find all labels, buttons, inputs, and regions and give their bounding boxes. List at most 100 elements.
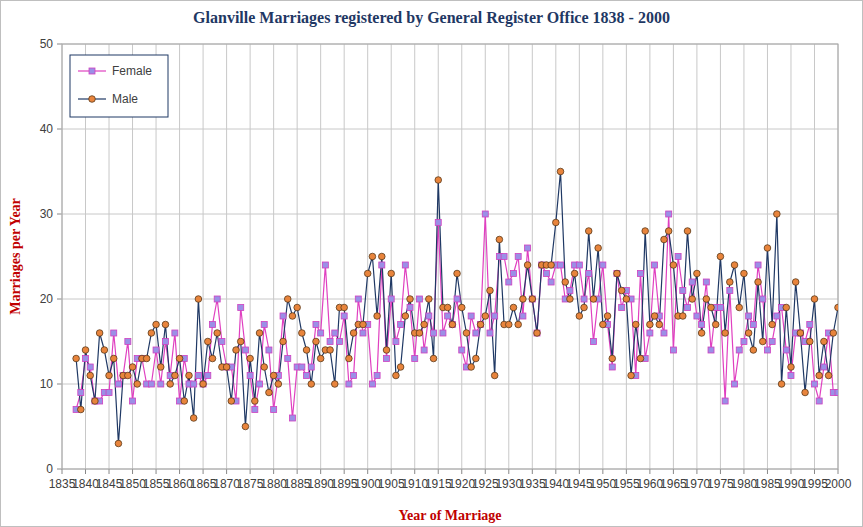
series-marker <box>308 381 315 388</box>
x-tick <box>485 469 486 474</box>
series-marker <box>491 372 498 379</box>
series-marker <box>750 322 756 328</box>
series-marker <box>562 279 569 286</box>
series-marker <box>360 330 366 336</box>
series-marker <box>454 270 461 277</box>
series-marker <box>510 304 517 311</box>
series-marker <box>252 407 258 413</box>
x-grid-line <box>555 44 556 469</box>
series-marker <box>600 262 606 268</box>
x-tick <box>203 469 204 474</box>
series-marker <box>769 321 776 328</box>
series-marker <box>755 279 762 286</box>
series-marker <box>468 364 475 371</box>
series-marker <box>172 372 179 379</box>
series-marker <box>346 355 353 362</box>
series-marker <box>689 279 695 285</box>
series-marker <box>421 347 427 353</box>
series-marker <box>703 296 710 303</box>
series-marker <box>825 372 832 379</box>
y-tick-label: 0 <box>46 462 53 476</box>
x-tick <box>626 469 627 474</box>
plot-frame <box>62 44 838 469</box>
series-marker <box>397 364 404 371</box>
x-tick <box>602 469 603 474</box>
x-tick <box>673 469 674 474</box>
series-marker <box>774 313 780 319</box>
x-grid-line <box>414 44 415 469</box>
x-grid-line <box>485 44 486 469</box>
series-marker <box>148 330 155 337</box>
series-marker <box>106 390 112 396</box>
x-grid-line <box>814 44 815 469</box>
x-grid-line <box>696 44 697 469</box>
x-tick <box>85 469 86 474</box>
series-marker <box>256 330 263 337</box>
series-marker <box>412 356 418 362</box>
series-marker <box>661 330 667 336</box>
series-marker <box>684 228 691 235</box>
series-marker <box>783 347 789 353</box>
series-marker <box>581 296 587 302</box>
x-tick <box>62 469 63 474</box>
series-marker <box>788 364 795 371</box>
series-marker <box>759 338 766 345</box>
series-marker <box>478 322 484 328</box>
series-marker <box>327 339 333 345</box>
series-marker <box>736 347 742 353</box>
series-marker <box>712 321 719 328</box>
series-marker <box>191 381 197 387</box>
series-marker <box>637 271 643 277</box>
series-marker <box>280 313 286 319</box>
series-marker <box>581 304 588 311</box>
series-marker <box>327 347 334 354</box>
series-marker <box>153 321 160 328</box>
legend-label: Female <box>112 64 152 78</box>
series-marker <box>308 364 314 370</box>
series-marker <box>458 304 465 311</box>
series-marker <box>666 211 672 217</box>
series-marker <box>87 364 93 370</box>
series-marker <box>755 262 761 268</box>
y-tick <box>57 384 62 385</box>
x-tick <box>391 469 392 474</box>
series-marker <box>722 330 729 337</box>
x-tick <box>743 469 744 474</box>
series-marker <box>407 305 413 311</box>
series-marker <box>398 322 404 328</box>
series-marker <box>299 330 306 337</box>
series-marker <box>468 313 474 319</box>
series-marker <box>355 296 361 302</box>
series-marker <box>336 339 342 345</box>
series-marker <box>806 338 813 345</box>
series-marker <box>431 330 437 336</box>
series-marker <box>299 364 305 370</box>
x-tick <box>344 469 345 474</box>
series-marker <box>200 381 206 387</box>
series-marker <box>816 398 822 404</box>
series-marker <box>266 389 273 396</box>
series-marker <box>543 271 549 277</box>
series-marker <box>130 398 136 404</box>
series-marker <box>797 330 804 337</box>
series-marker <box>426 313 432 319</box>
series-marker <box>369 381 375 387</box>
series-marker <box>745 330 752 337</box>
x-grid-line <box>203 44 204 469</box>
series-marker <box>699 322 705 328</box>
x-tick <box>132 469 133 474</box>
y-tick-label: 30 <box>40 207 54 221</box>
series-marker <box>557 168 564 175</box>
series-marker <box>195 296 202 303</box>
series-marker <box>238 305 244 311</box>
series-marker <box>106 372 113 379</box>
series-marker <box>435 177 442 184</box>
series-marker <box>501 254 507 260</box>
series-marker <box>125 372 132 379</box>
series-marker <box>473 330 479 336</box>
series-marker <box>162 339 168 345</box>
series-marker <box>369 253 376 260</box>
series-marker <box>623 296 630 303</box>
x-tick <box>696 469 697 474</box>
y-tick-label: 20 <box>40 292 54 306</box>
